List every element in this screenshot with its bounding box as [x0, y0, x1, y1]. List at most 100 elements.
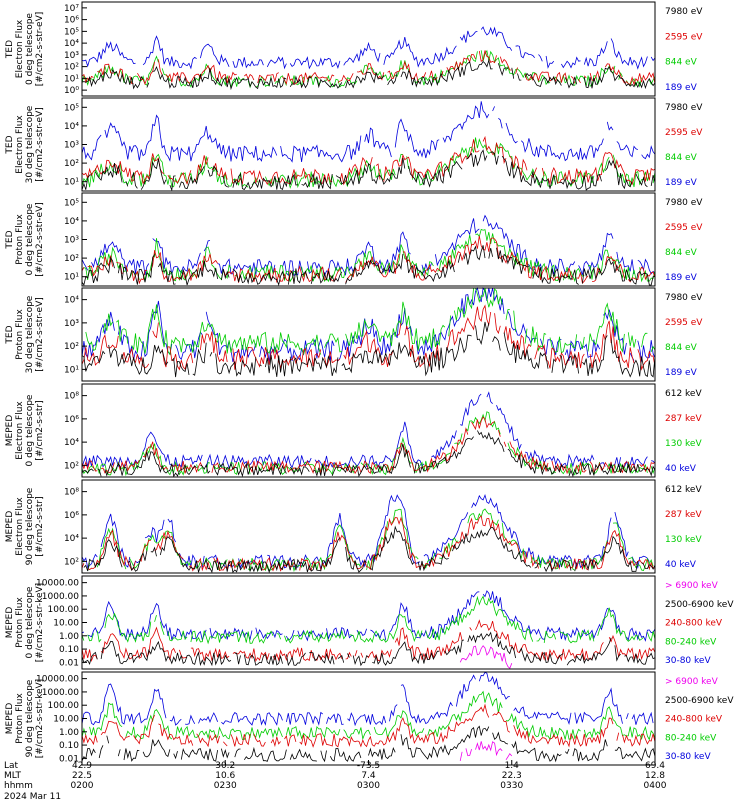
- y-axis-label: 0 deg telescope: [25, 586, 35, 658]
- y-axis-label: [#/cm2-s-str-keV]: [35, 679, 45, 758]
- footer-row-label: MLT: [4, 771, 22, 781]
- footer-date: 2024 Mar 11: [4, 792, 61, 800]
- x-tick-label: 1.4: [505, 761, 520, 771]
- legend-entry: 612 keV: [665, 389, 702, 399]
- y-tick-label: 10³: [64, 319, 79, 329]
- series-line-magenta: [459, 645, 513, 669]
- series-line-green: [81, 228, 656, 283]
- y-tick-label: 10⁰: [64, 86, 79, 96]
- y-axis-label: [#/cm2-s-str]: [35, 496, 45, 556]
- series-line-black: [83, 525, 656, 574]
- y-tick-label: 10¹: [64, 273, 79, 283]
- y-axis-label: MEPED: [5, 415, 15, 447]
- y-axis-label: Proton Flux: [15, 693, 25, 744]
- series-line-black: [81, 725, 656, 763]
- y-tick-label: 10⁴: [64, 39, 79, 49]
- legend-entry: 80-240 keV: [665, 733, 717, 743]
- x-tick-label: 0330: [500, 781, 523, 791]
- series-line-blue: [81, 671, 654, 727]
- legend-entry: 287 keV: [665, 510, 702, 520]
- plot-frame: [81, 97, 656, 192]
- y-axis-label: TED: [5, 40, 15, 59]
- y-axis-label: Proton Flux: [15, 309, 25, 360]
- legend-entry: 130 keV: [665, 535, 702, 545]
- legend-entry: 30-80 keV: [665, 752, 711, 762]
- legend-entry: 130 keV: [665, 439, 702, 449]
- panel-8: 0.01 0.10 1.00 10.00 100.00 1000.00 10000.00 ME…: [5, 671, 734, 766]
- legend-entry: 2595 eV: [665, 223, 703, 233]
- series-line-black: [81, 149, 656, 192]
- y-tick-label: 10⁵: [64, 198, 79, 208]
- x-tick-label: 22.5: [72, 771, 92, 781]
- y-axis-label: 30 deg telescope: [25, 105, 35, 183]
- y-axis-label: [#/cm2-s-str-eV]: [35, 12, 45, 87]
- x-tick-label: 69.4: [645, 761, 665, 771]
- y-tick-label: 10¹: [64, 365, 79, 375]
- series-line-green: [81, 690, 656, 741]
- legend-entry: 2595 eV: [665, 318, 703, 328]
- y-tick-label: 10²: [64, 557, 79, 567]
- y-tick-label: 10⁸: [64, 488, 79, 498]
- x-tick-label: 22.3: [502, 771, 522, 781]
- x-tick-label: 12.8: [645, 771, 665, 781]
- y-tick-label: 10⁶: [64, 415, 79, 425]
- y-tick-label: 10000.00: [36, 675, 79, 685]
- x-tick-label: 7.4: [361, 771, 376, 781]
- series-line-black: [81, 58, 656, 91]
- footer-row-label: hhmm: [4, 781, 33, 791]
- y-tick-label: 10⁵: [64, 103, 79, 113]
- y-tick-label: 0.10: [59, 741, 79, 751]
- y-tick-label: 10⁸: [64, 392, 79, 402]
- x-tick-label: 0230: [214, 781, 237, 791]
- series-line-black: [81, 430, 656, 478]
- panel-3: 10¹ 10² 10³ 10⁴ 10⁵ TED Proton Flux 0 deg teles…: [5, 192, 703, 287]
- series-line-red: [81, 304, 656, 371]
- y-axis-label: 0 deg telescope: [25, 394, 35, 466]
- series-line-blue: [81, 26, 656, 70]
- series-line-magenta: [459, 741, 513, 761]
- series-line-blue: [81, 101, 656, 163]
- plot-frame: [81, 1, 656, 97]
- y-axis-label: 30 deg telescope: [25, 295, 35, 373]
- y-axis-label: [#/cm2-s-str-eV]: [35, 297, 45, 372]
- series-line-red: [81, 135, 656, 186]
- legend-entry: 844 eV: [665, 248, 698, 258]
- y-axis-label: MEPED: [5, 511, 15, 543]
- x-tick-label: 0300: [357, 781, 380, 791]
- y-tick-label: 10⁴: [64, 438, 79, 448]
- y-tick-label: 10⁶: [64, 16, 79, 26]
- series-line-black: [81, 631, 656, 667]
- y-tick-label: 10³: [64, 141, 79, 151]
- panel-4: 10¹ 10² 10³ 10⁴ TED Proton Flux 30 deg telesco…: [5, 286, 703, 382]
- legend-entry: 30-80 keV: [665, 656, 711, 666]
- y-axis-label: TED: [5, 230, 15, 249]
- legend-entry: 612 keV: [665, 485, 702, 495]
- legend-entry: 2595 eV: [665, 32, 703, 42]
- legend-entry: 844 eV: [665, 343, 698, 353]
- legend-entry: 189 eV: [665, 368, 698, 378]
- plot-frame: [81, 192, 656, 287]
- y-axis-label: [#/cm2-s-str-keV]: [35, 583, 45, 662]
- y-axis-label: 90 deg telescope: [25, 487, 35, 565]
- series-line-green: [81, 595, 656, 645]
- y-tick-label: 100.00: [48, 605, 80, 615]
- legend-entry: 7980 eV: [665, 198, 703, 208]
- y-axis-label: [#/cm2-s-str-eV]: [35, 202, 45, 277]
- y-tick-label: 10²: [64, 63, 79, 73]
- y-tick-label: 10¹: [64, 178, 79, 188]
- series-line-green: [85, 287, 656, 356]
- y-tick-label: 10²: [64, 254, 79, 264]
- y-tick-label: 10.00: [53, 619, 79, 629]
- legend-entry: 2500-6900 keV: [665, 696, 734, 706]
- y-tick-label: 10⁵: [64, 27, 79, 37]
- y-tick-label: 100.00: [48, 701, 80, 711]
- y-axis-label: TED: [5, 135, 15, 154]
- legend-entry: 189 eV: [665, 273, 698, 283]
- y-tick-label: 10³: [64, 51, 79, 61]
- legend-entry: 80-240 keV: [665, 637, 717, 647]
- y-axis-label: 90 deg telescope: [25, 679, 35, 757]
- x-tick-label: 0200: [71, 781, 94, 791]
